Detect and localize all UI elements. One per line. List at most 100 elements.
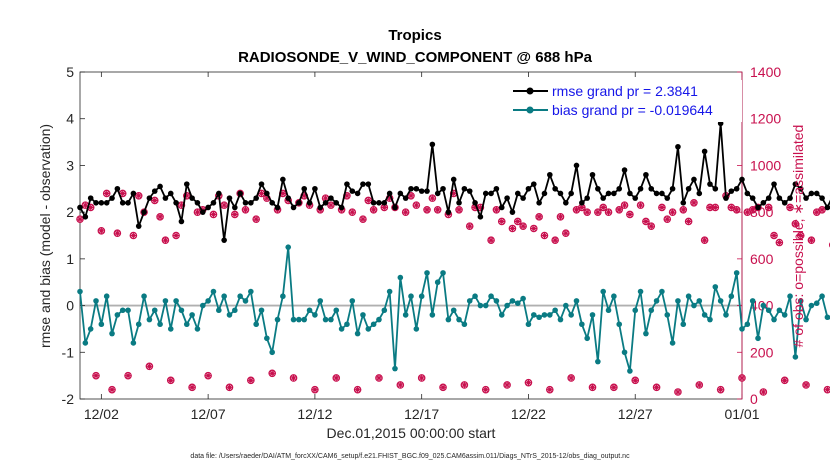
series-bias-point bbox=[648, 307, 655, 314]
series-bias-point bbox=[627, 368, 633, 374]
series-bias-point bbox=[760, 302, 767, 309]
series-bias-point bbox=[504, 302, 510, 309]
obs-count-point bbox=[503, 381, 511, 389]
obs-count-point bbox=[401, 208, 410, 216]
obs-count-point bbox=[460, 381, 469, 389]
series-bias-point bbox=[434, 279, 441, 286]
chart-title-line1: Tropics bbox=[388, 27, 441, 44]
series-bias-point bbox=[563, 302, 569, 309]
series-bias-point bbox=[344, 321, 350, 328]
obs-count-point bbox=[674, 388, 682, 396]
obs-count-point bbox=[348, 208, 357, 216]
series-bias-point bbox=[290, 316, 297, 323]
series-rmse-point bbox=[114, 185, 121, 192]
obs-count-point bbox=[663, 215, 672, 223]
obs-count-point bbox=[700, 236, 709, 244]
obs-count-point bbox=[802, 381, 810, 389]
series-bias-point bbox=[749, 298, 756, 304]
series-rmse-point bbox=[381, 200, 388, 206]
obs-count-point bbox=[433, 206, 442, 214]
y-right-tick-label: 1000 bbox=[750, 157, 781, 173]
series-rmse-point bbox=[301, 185, 308, 192]
obs-count-point bbox=[583, 208, 591, 216]
series-rmse-point bbox=[450, 176, 457, 183]
series-rmse-point bbox=[723, 195, 729, 201]
series-bias-point bbox=[723, 312, 729, 318]
series-bias-point bbox=[194, 326, 201, 332]
y-left-axis-ticks: -2 -1 0 1 2 3 4 5 bbox=[62, 64, 85, 407]
series-bias-point bbox=[248, 288, 254, 295]
series-rmse-point bbox=[579, 200, 585, 206]
series-rmse-point bbox=[808, 190, 815, 197]
y-left-tick-label: 4 bbox=[66, 111, 74, 127]
series-rmse-point bbox=[530, 181, 537, 187]
obs-count-point bbox=[642, 217, 650, 226]
series-rmse-point bbox=[552, 185, 558, 192]
series-rmse-point bbox=[376, 200, 382, 206]
series-bias-point bbox=[584, 335, 590, 342]
y-right-axis-label: # of obs: o=possible; ∗=assimilated bbox=[790, 125, 806, 348]
series-bias-point bbox=[87, 326, 94, 332]
obs-count-point bbox=[791, 220, 800, 228]
series-rmse-point bbox=[669, 185, 676, 192]
obs-count-point bbox=[690, 199, 698, 207]
series-rmse-point bbox=[755, 204, 761, 211]
series-bias-point bbox=[301, 316, 308, 323]
series-bias-point bbox=[755, 335, 761, 342]
x-tick-label: 12/07 bbox=[191, 406, 226, 422]
series-rmse-point bbox=[141, 209, 147, 215]
series-bias-point bbox=[82, 340, 89, 346]
obs-count-point bbox=[716, 385, 725, 394]
y-right-tick-label: 200 bbox=[750, 344, 774, 360]
obs-count-point bbox=[636, 201, 645, 209]
series-bias-point bbox=[322, 316, 329, 323]
obs-count-point bbox=[268, 369, 276, 378]
legend-rmse-label: rmse grand pr = 2.3841 bbox=[552, 83, 698, 99]
obs-count-point bbox=[668, 208, 677, 216]
series-bias-point bbox=[221, 293, 227, 300]
series-bias-point bbox=[354, 330, 361, 337]
obs-count-point bbox=[150, 196, 159, 205]
series-rmse-point bbox=[333, 200, 340, 206]
y-right-tick-label: 1200 bbox=[750, 111, 781, 127]
series-bias-point bbox=[445, 316, 452, 323]
obs-count-point bbox=[823, 385, 830, 394]
obs-count-point bbox=[652, 383, 661, 392]
series-rmse-point bbox=[269, 200, 275, 206]
series-rmse-point bbox=[803, 195, 809, 201]
series-bias-point bbox=[803, 316, 809, 323]
obs-count-point bbox=[556, 213, 565, 221]
y-right-tick-label: 600 bbox=[750, 251, 774, 267]
series-rmse-point bbox=[274, 204, 281, 211]
obs-count-point bbox=[252, 215, 260, 223]
series-bias-point bbox=[653, 298, 660, 304]
obs-count-point bbox=[428, 194, 437, 202]
obs-count-point bbox=[247, 376, 255, 385]
series-bias-point bbox=[253, 321, 259, 328]
series-bias-point bbox=[440, 270, 446, 276]
series-rmse-point bbox=[733, 185, 740, 192]
series-rmse-point bbox=[621, 167, 628, 173]
y-right-tick-label: 1400 bbox=[750, 64, 781, 80]
series-rmse-point bbox=[520, 195, 526, 201]
series-bias-point bbox=[328, 316, 334, 323]
obs-count-point bbox=[481, 385, 490, 394]
series-rmse-point bbox=[365, 181, 372, 187]
obs-count-point bbox=[439, 383, 447, 392]
series-bias-point bbox=[205, 298, 211, 304]
series-bias-point bbox=[98, 321, 105, 328]
series-rmse-point bbox=[600, 195, 606, 201]
legend-bias-label: bias grand pr = -0.019644 bbox=[552, 102, 713, 118]
series-rmse-point bbox=[312, 185, 318, 192]
series-rmse-point bbox=[216, 190, 222, 197]
series-bias-point bbox=[397, 274, 404, 281]
obs-count-point bbox=[615, 206, 624, 214]
obs-count-point bbox=[540, 231, 549, 240]
obs-count-point bbox=[807, 236, 816, 244]
series-rmse-point bbox=[317, 204, 324, 211]
series-rmse-point bbox=[189, 195, 195, 201]
series-bias-point bbox=[589, 312, 596, 318]
series-rmse-point bbox=[253, 195, 259, 201]
series-rmse-point bbox=[707, 181, 713, 187]
